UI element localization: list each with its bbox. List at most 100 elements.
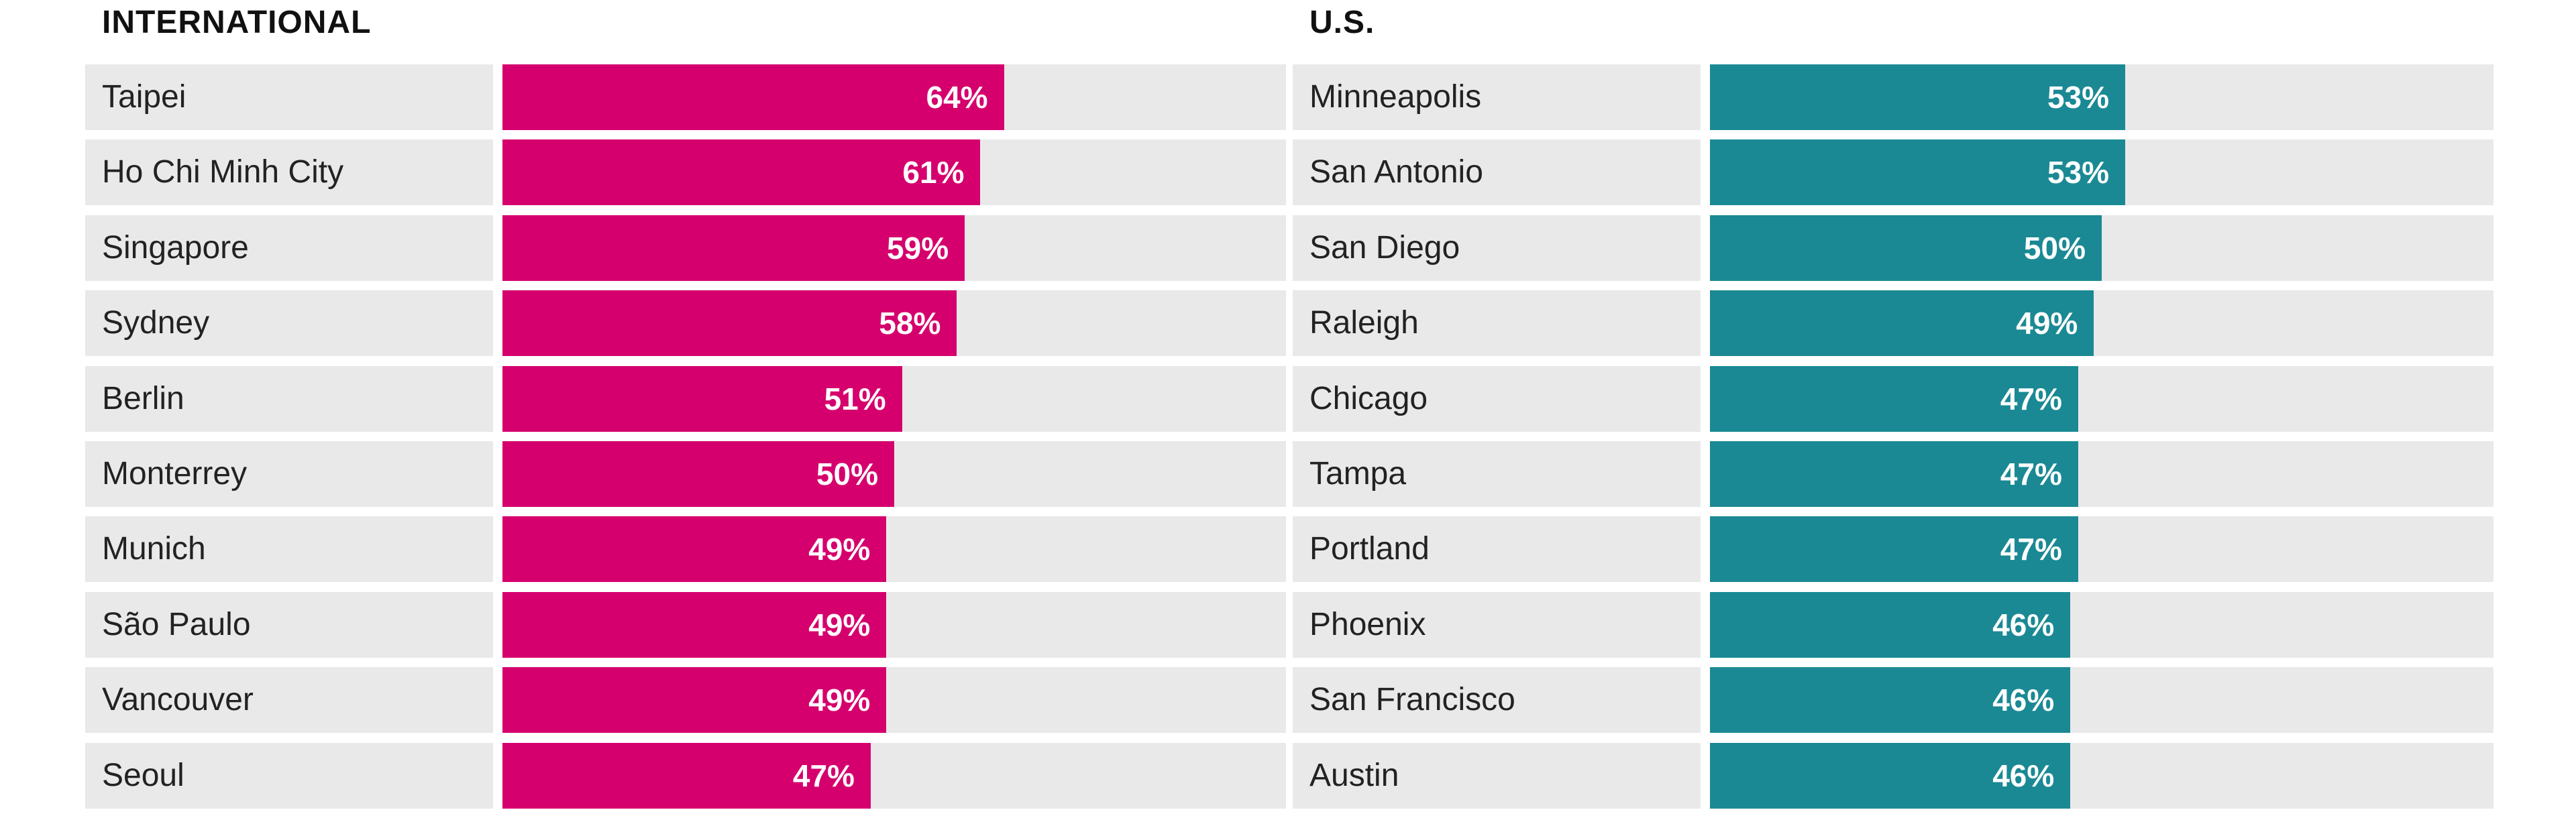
category-label-cell: Monterrey	[85, 441, 493, 507]
us-bar: 47%	[1710, 441, 2078, 507]
bar-track: 49%	[1710, 290, 2493, 357]
bar-value-label: 49%	[2016, 306, 2078, 341]
us-bar-row: Raleigh 49%	[1293, 290, 2493, 357]
category-label: Sydney	[102, 305, 210, 341]
us-panel: U.S. Minneapolis 53% San Antonio 53% San Die…	[1293, 0, 2493, 815]
category-label: Portland	[1309, 531, 1430, 567]
us-bar-row: Portland 47%	[1293, 516, 2493, 583]
category-label-cell: Seoul	[85, 742, 493, 809]
international-bar-row: Singapore 59%	[85, 215, 1286, 281]
category-label: San Francisco	[1309, 682, 1515, 718]
bar-value-label: 64%	[926, 80, 988, 115]
bar-value-label: 58%	[879, 306, 941, 341]
category-label-cell: San Francisco	[1293, 667, 1701, 734]
international-panel-title: INTERNATIONAL	[102, 5, 372, 40]
category-label-cell: Minneapolis	[1293, 64, 1701, 130]
bar-track: 47%	[1710, 516, 2493, 583]
us-bar: 46%	[1710, 667, 2071, 734]
bar-value-label: 46%	[1992, 607, 2055, 642]
bar-value-label: 50%	[2023, 230, 2086, 266]
category-label: Vancouver	[102, 682, 254, 718]
us-bar-row: Austin 46%	[1293, 742, 2493, 809]
us-bar-row: San Antonio 53%	[1293, 139, 2493, 206]
international-bar: 61%	[502, 139, 981, 206]
us-bar: 50%	[1710, 215, 2102, 281]
category-label: Ho Chi Minh City	[102, 154, 344, 190]
bar-value-label: 47%	[2000, 381, 2062, 416]
international-panel: INTERNATIONAL Taipei 64% Ho Chi Minh City 6…	[85, 0, 1286, 815]
international-bar: 50%	[502, 441, 894, 507]
bar-track: 46%	[1710, 667, 2493, 734]
international-bar-row: Ho Chi Minh City 61%	[85, 139, 1286, 206]
bar-value-label: 49%	[808, 607, 871, 642]
category-label-cell: Phoenix	[1293, 591, 1701, 658]
bar-track: 47%	[502, 742, 1286, 809]
bar-track: 49%	[502, 667, 1286, 734]
category-label: Seoul	[102, 757, 184, 793]
category-label: Raleigh	[1309, 305, 1419, 341]
bar-track: 46%	[1710, 591, 2493, 658]
category-label: Tampa	[1309, 455, 1407, 491]
bar-value-label: 46%	[1992, 758, 2055, 793]
international-bar-row: Berlin 51%	[85, 365, 1286, 432]
international-bar-row: Vancouver 49%	[85, 667, 1286, 734]
international-bar: 49%	[502, 591, 887, 658]
bar-value-label: 61%	[902, 155, 965, 190]
bar-track: 47%	[1710, 365, 2493, 432]
category-label: Singapore	[102, 229, 249, 266]
category-label: San Diego	[1309, 229, 1460, 266]
us-bar-list: Minneapolis 53% San Antonio 53% San Diego 50%…	[1293, 64, 2493, 818]
category-label: Austin	[1309, 757, 1399, 793]
international-bar-row: Sydney 58%	[85, 290, 1286, 357]
bar-track: 50%	[1710, 215, 2493, 281]
bar-value-label: 47%	[792, 758, 855, 793]
bar-track: 59%	[502, 215, 1286, 281]
category-label-cell: Portland	[1293, 516, 1701, 583]
international-bar-list: Taipei 64% Ho Chi Minh City 61% Singapore 59%…	[85, 64, 1286, 818]
bar-track: 49%	[502, 591, 1286, 658]
international-bar-row: Munich 49%	[85, 516, 1286, 583]
bar-track: 50%	[502, 441, 1286, 507]
category-label: Chicago	[1309, 380, 1428, 416]
category-label: San Antonio	[1309, 154, 1483, 190]
international-bar-row: São Paulo 49%	[85, 591, 1286, 658]
us-bar: 46%	[1710, 591, 2071, 658]
category-label-cell: Ho Chi Minh City	[85, 139, 493, 206]
us-bar-row: Phoenix 46%	[1293, 591, 2493, 658]
us-bar-row: San Francisco 46%	[1293, 667, 2493, 734]
bar-track: 53%	[1710, 139, 2493, 206]
category-label: Minneapolis	[1309, 79, 1482, 115]
category-label: Munich	[102, 531, 206, 567]
category-label: Taipei	[102, 79, 186, 115]
international-bar: 64%	[502, 64, 1004, 130]
international-bar: 58%	[502, 290, 957, 357]
bar-track: 58%	[502, 290, 1286, 357]
bar-value-label: 50%	[816, 456, 878, 491]
bar-value-label: 59%	[887, 230, 949, 266]
us-bar: 49%	[1710, 290, 2094, 357]
bar-value-label: 46%	[1992, 683, 2055, 718]
bar-value-label: 53%	[2047, 155, 2110, 190]
international-bar-row: Monterrey 50%	[85, 441, 1286, 507]
us-bar-row: Minneapolis 53%	[1293, 64, 2493, 130]
us-bar-row: San Diego 50%	[1293, 215, 2493, 281]
category-label-cell: São Paulo	[85, 591, 493, 658]
us-panel-title: U.S.	[1309, 5, 1375, 40]
category-label: São Paulo	[102, 606, 251, 642]
bar-track: 53%	[1710, 64, 2493, 130]
us-bar: 53%	[1710, 64, 2126, 130]
category-label-cell: Singapore	[85, 215, 493, 281]
international-bar: 49%	[502, 516, 887, 583]
category-label-cell: Berlin	[85, 365, 493, 432]
category-label-cell: Sydney	[85, 290, 493, 357]
category-label-cell: Tampa	[1293, 441, 1701, 507]
international-bar: 47%	[502, 742, 871, 809]
bar-track: 61%	[502, 139, 1286, 206]
international-bar-row: Seoul 47%	[85, 742, 1286, 809]
international-bar: 49%	[502, 667, 887, 734]
category-label-cell: Taipei	[85, 64, 493, 130]
bar-track: 47%	[1710, 441, 2493, 507]
category-label: Phoenix	[1309, 606, 1426, 642]
category-label-cell: San Diego	[1293, 215, 1701, 281]
bar-track: 49%	[502, 516, 1286, 583]
